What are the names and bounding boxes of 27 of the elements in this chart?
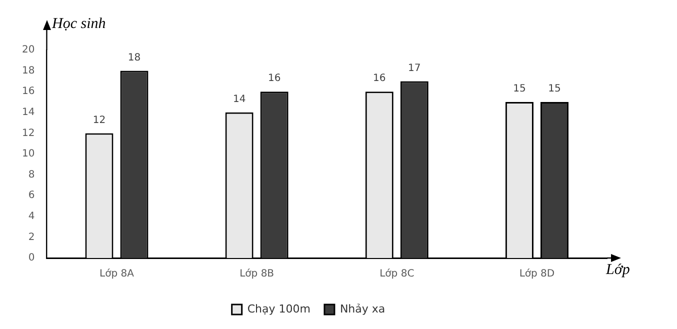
data-label: 18 (128, 52, 141, 64)
y-tick-label: 0 (28, 252, 35, 264)
x-axis-title: Lớp (606, 262, 630, 279)
data-label: 16 (373, 73, 386, 84)
data-label: 15 (548, 84, 561, 95)
x-tick-label: Lớp 8D (519, 268, 555, 280)
data-label: 15 (513, 84, 526, 95)
y-tick-label: 14 (22, 106, 35, 118)
y-tick-label: 8 (28, 169, 35, 180)
y-tick-label: 20 (22, 44, 35, 56)
y-tick-label: 4 (28, 210, 35, 222)
data-label: 16 (268, 73, 281, 84)
legend-label: Chạy 100m (247, 302, 310, 316)
data-label: 17 (408, 62, 421, 74)
y-tick-label: 18 (22, 65, 35, 76)
x-tick-label: Lớp 8A (100, 268, 134, 280)
y-tick-label: 12 (22, 128, 35, 139)
y-tick-label: 6 (28, 190, 35, 202)
y-tick-label: 16 (22, 86, 35, 98)
data-label: 12 (92, 114, 106, 126)
data-label: 14 (232, 94, 246, 105)
x-tick-label: Lớp 8C (380, 268, 414, 280)
legend-label: Nhảy xa (340, 302, 386, 316)
y-axis-title: Học sinh (52, 16, 106, 33)
x-tick-label: Lớp 8B (240, 268, 274, 280)
y-tick-label: 2 (28, 232, 35, 243)
y-tick-label: 10 (22, 148, 35, 160)
